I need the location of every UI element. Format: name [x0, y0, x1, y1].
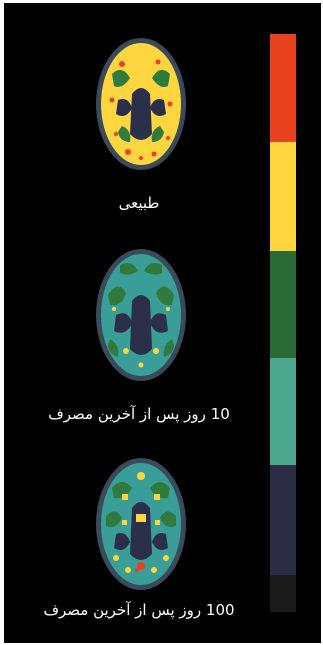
brain-scan-10-days [92, 245, 190, 385]
scan-caption-10-days: 10 روز پس از آخرین مصرف [48, 405, 230, 423]
color-scale-swatch [270, 251, 296, 358]
brain-scan-normal [92, 34, 190, 174]
brain-scan-image [96, 458, 186, 590]
figure-panel: طبیعی 10 روز پس از آخرین مصرف [4, 3, 321, 643]
color-scale-swatch [270, 575, 296, 612]
color-scale-swatch [270, 465, 296, 575]
scan-caption-100-days: 100 روز پس از آخرین مصرف [43, 601, 235, 619]
color-scale-swatch [270, 142, 296, 251]
color-scale-swatch [270, 358, 296, 465]
brain-scan-image [96, 38, 186, 170]
color-scale [270, 34, 296, 612]
scan-caption-normal: طبیعی [118, 194, 160, 212]
brain-scan-100-days [92, 454, 190, 594]
color-scale-swatch [270, 34, 296, 142]
brain-scan-image [96, 249, 186, 381]
